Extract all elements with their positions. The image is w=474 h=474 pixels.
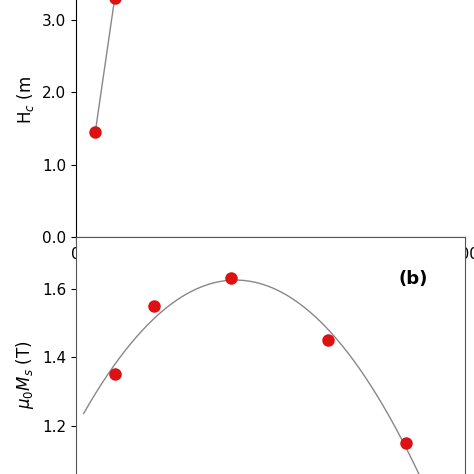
- Y-axis label: H$_c$ (m: H$_c$ (m: [15, 75, 36, 124]
- X-axis label: J (mA cm$^{-2}$): J (mA cm$^{-2}$): [216, 270, 325, 294]
- Y-axis label: $\mu_0 M_s$ (T): $\mu_0 M_s$ (T): [14, 340, 36, 409]
- Text: (b): (b): [399, 270, 428, 288]
